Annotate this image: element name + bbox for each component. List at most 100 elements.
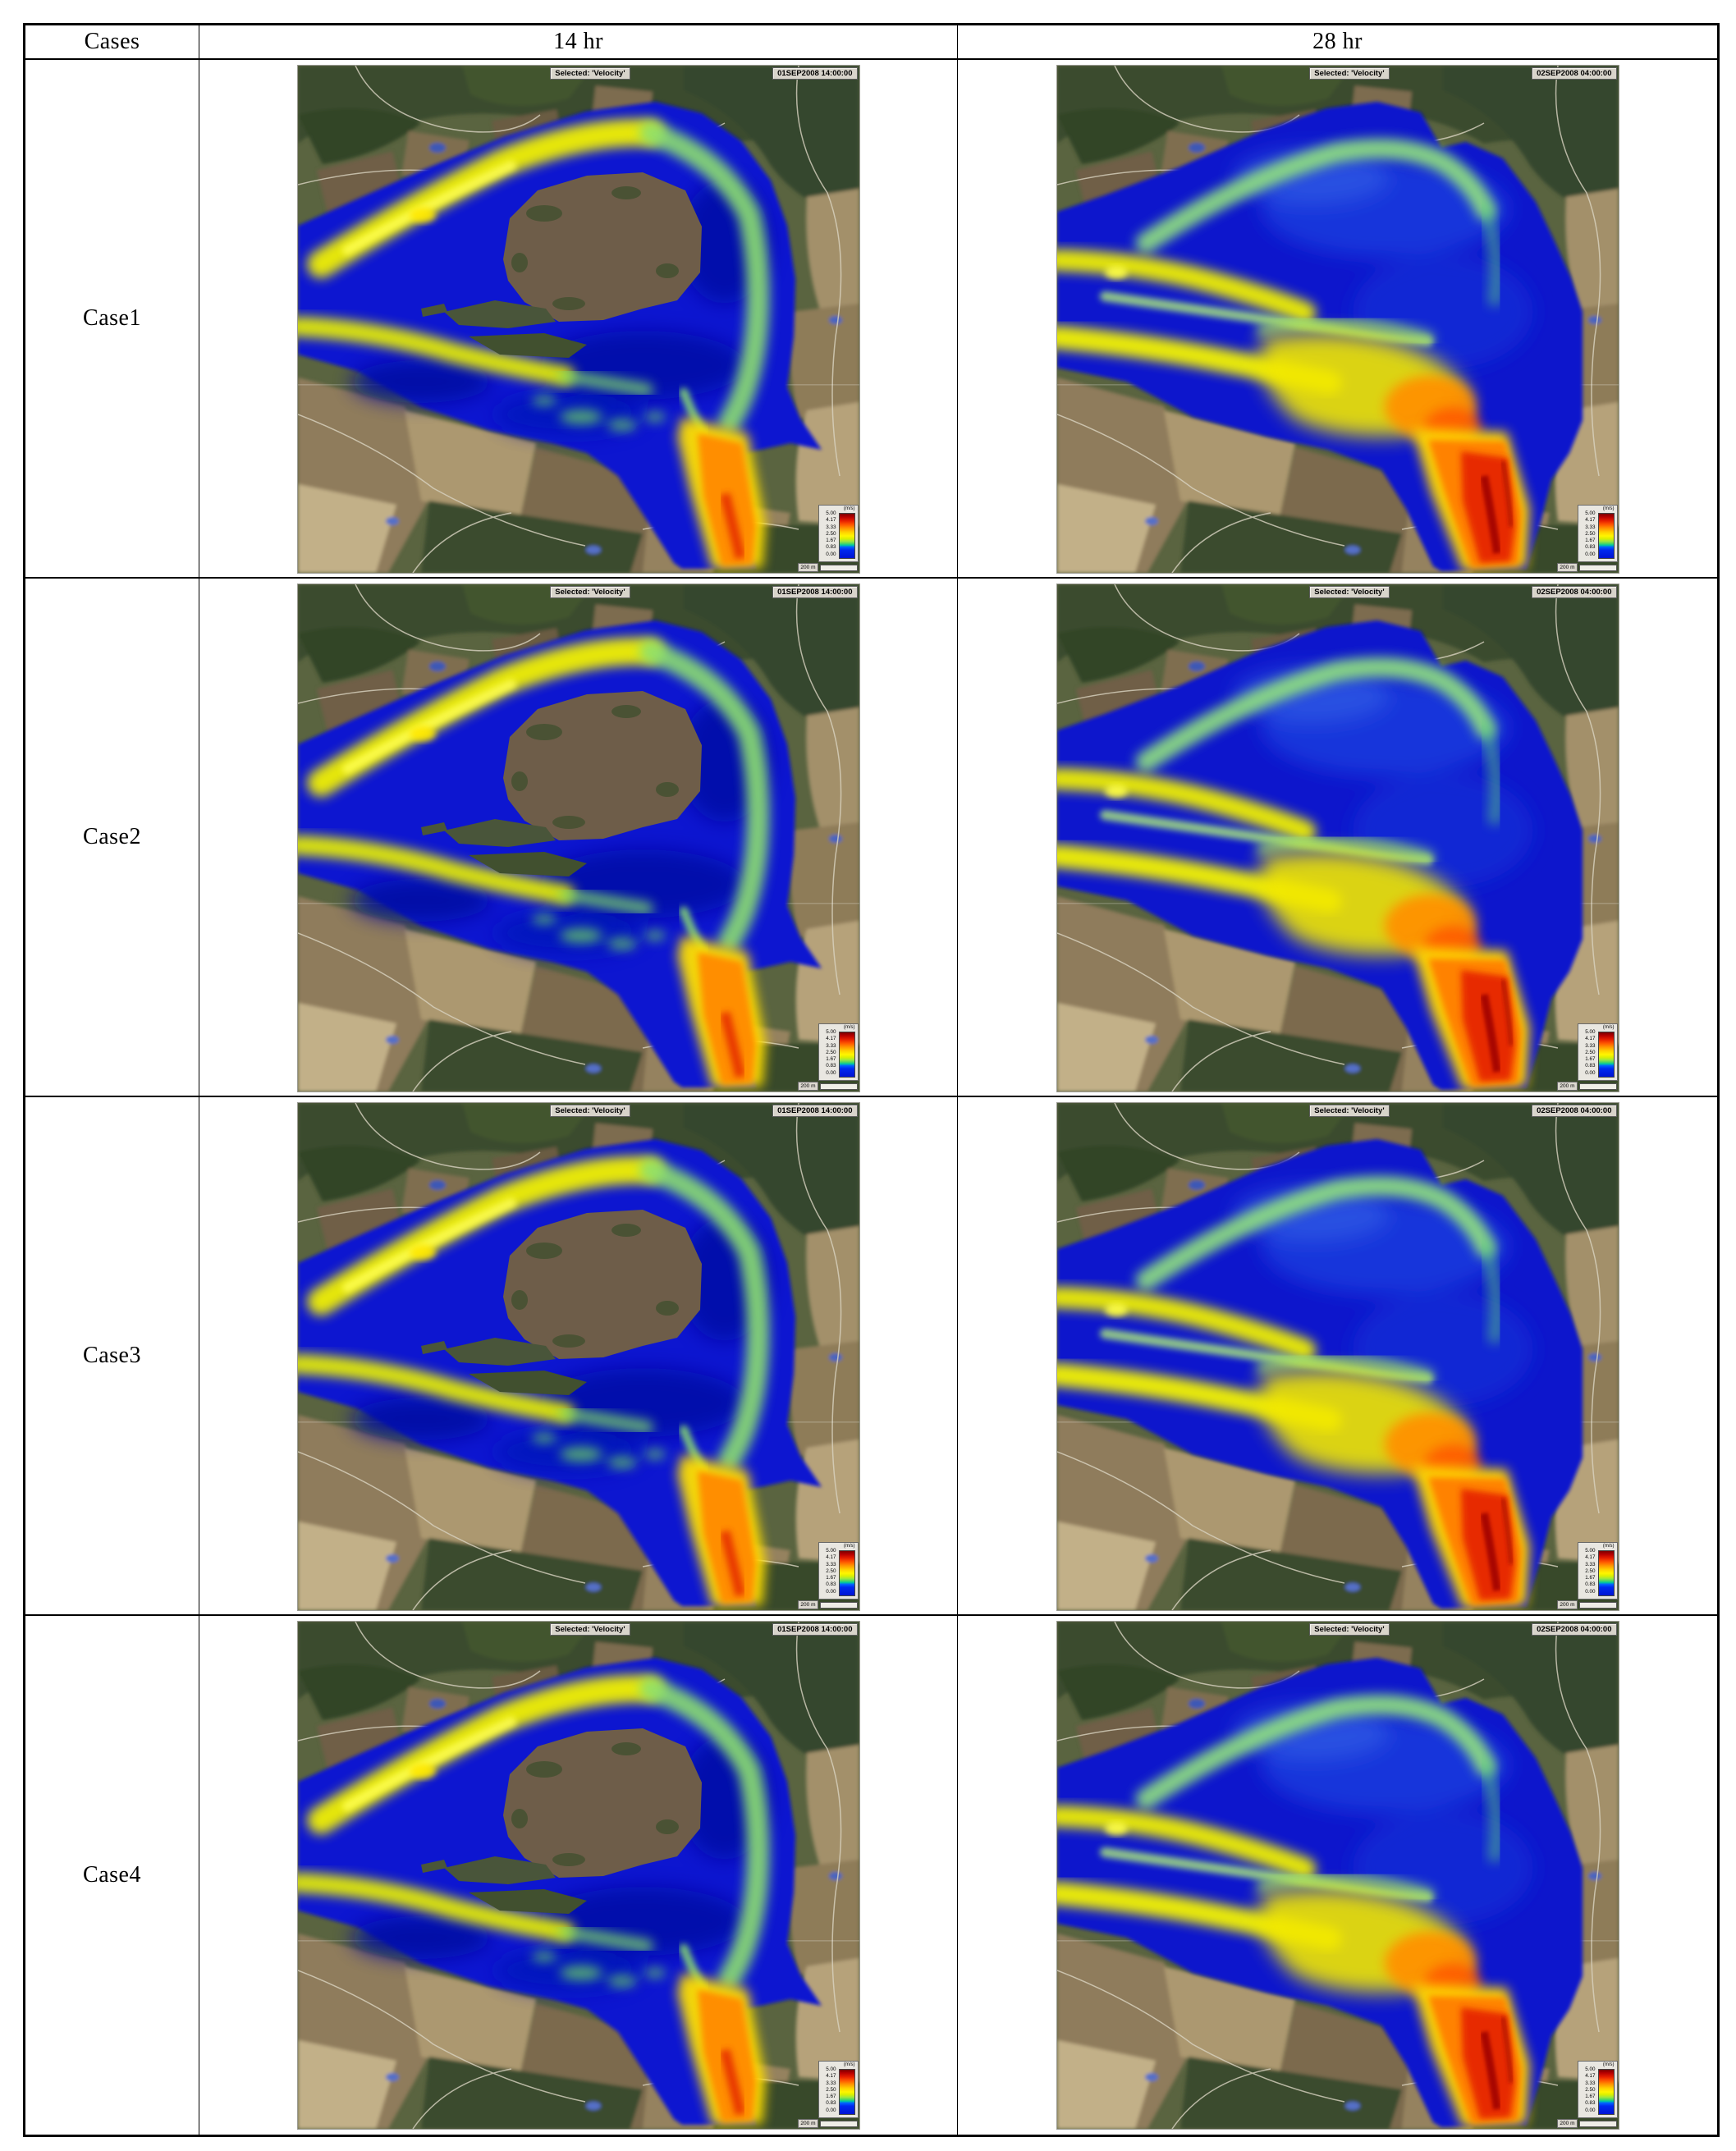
legend-tick: 3.33 — [826, 1561, 836, 1567]
velocity-map: Selected: 'Velocity' 01SEP2008 14:00:00 … — [296, 584, 860, 1092]
selected-variable-label: Selected: 'Velocity' — [1309, 586, 1390, 598]
selected-variable-label: Selected: 'Velocity' — [1309, 1623, 1390, 1636]
legend-tick: 0.83 — [1585, 544, 1596, 551]
legend-tick: 5.00 — [1585, 1548, 1596, 1554]
legend-units-label: (m/s) — [1602, 506, 1615, 511]
legend-tick: 2.50 — [826, 1049, 836, 1055]
legend-units-label: (m/s) — [843, 1025, 855, 1030]
velocity-legend: (m/s) 5.00 4.17 3.33 2.50 1.67 0.83 0.00 — [818, 1023, 859, 1081]
legend-tick: 0.83 — [826, 1063, 836, 1069]
velocity-map: Selected: 'Velocity' 01SEP2008 14:00:00 … — [296, 1102, 860, 1611]
scale-label: 200 m — [1557, 2119, 1578, 2128]
legend-tick: 0.83 — [1585, 1581, 1596, 1588]
scale-label: 200 m — [1557, 1600, 1578, 1609]
legend-tick: 5.00 — [1585, 2066, 1596, 2072]
scale-label: 200 m — [798, 1082, 818, 1091]
legend-tick-labels: 5.00 4.17 3.33 2.50 1.67 0.83 0.00 — [1580, 510, 1596, 557]
scale-label: 200 m — [1557, 563, 1578, 572]
legend-tick: 1.67 — [826, 538, 836, 544]
velocity-map-art — [1057, 1622, 1619, 2129]
legend-tick: 1.67 — [826, 2094, 836, 2100]
velocity-legend: (m/s) 5.00 4.17 3.33 2.50 1.67 0.83 0.00 — [1577, 505, 1618, 562]
legend-tick: 5.00 — [826, 2066, 836, 2072]
legend-tick: 5.00 — [826, 1029, 836, 1035]
velocity-legend: (m/s) 5.00 4.17 3.33 2.50 1.67 0.83 0.00 — [1577, 2061, 1618, 2118]
table-cell: Selected: 'Velocity' 02SEP2008 04:00:00 … — [958, 579, 1717, 1097]
selected-variable-label: Selected: 'Velocity' — [550, 67, 630, 80]
map-cell-case3-28hr: Selected: 'Velocity' 02SEP2008 04:00:00 … — [1056, 1102, 1619, 1611]
legend-tick: 3.33 — [826, 1042, 836, 1049]
legend-tick: 4.17 — [826, 2073, 836, 2080]
legend-colorbar — [838, 513, 855, 559]
map-cell-case1-14hr: Selected: 'Velocity' 01SEP2008 14:00:00 … — [296, 65, 860, 574]
velocity-legend: (m/s) 5.00 4.17 3.33 2.50 1.67 0.83 0.00 — [818, 1542, 859, 1600]
legend-tick: 1.67 — [1585, 538, 1596, 544]
map-scale-bar: 200 m — [1557, 1082, 1617, 1091]
timestamp-label: 02SEP2008 04:00:00 — [1532, 1105, 1617, 1117]
header-14hr: 14 hr — [199, 25, 958, 60]
map-scale-bar: 200 m — [1557, 1600, 1617, 1609]
legend-tick-labels: 5.00 4.17 3.33 2.50 1.67 0.83 0.00 — [821, 510, 836, 557]
header-cases: Cases — [25, 25, 199, 60]
case-label-2: Case2 — [25, 579, 199, 1097]
table-cell: Selected: 'Velocity' 01SEP2008 14:00:00 … — [199, 60, 958, 579]
legend-tick: 2.50 — [1585, 1567, 1596, 1574]
legend-tick: 1.67 — [1585, 1575, 1596, 1581]
map-scale-bar: 200 m — [798, 2119, 858, 2128]
velocity-legend: (m/s) 5.00 4.17 3.33 2.50 1.67 0.83 0.00 — [818, 505, 859, 562]
scale-bar-line — [819, 2120, 858, 2127]
legend-units-label: (m/s) — [1602, 1025, 1615, 1030]
timestamp-label: 01SEP2008 14:00:00 — [772, 1105, 858, 1117]
table-cell: Selected: 'Velocity' 02SEP2008 04:00:00 … — [958, 60, 1717, 579]
legend-tick: 3.33 — [826, 524, 836, 530]
map-scale-bar: 200 m — [798, 1082, 858, 1091]
case-label-4: Case4 — [25, 1616, 199, 2135]
legend-tick: 0.83 — [1585, 1063, 1596, 1069]
scale-bar-line — [1578, 1601, 1617, 1609]
legend-tick: 4.17 — [1585, 1554, 1596, 1561]
map-scale-bar: 200 m — [798, 1600, 858, 1609]
legend-tick: 5.00 — [1585, 1029, 1596, 1035]
selected-variable-label: Selected: 'Velocity' — [1309, 67, 1390, 80]
map-cell-case2-28hr: Selected: 'Velocity' 02SEP2008 04:00:00 … — [1056, 584, 1619, 1092]
velocity-legend: (m/s) 5.00 4.17 3.33 2.50 1.67 0.83 0.00 — [818, 2061, 859, 2118]
legend-tick-labels: 5.00 4.17 3.33 2.50 1.67 0.83 0.00 — [821, 1548, 836, 1595]
legend-tick: 3.33 — [1585, 2080, 1596, 2086]
timestamp-label: 02SEP2008 04:00:00 — [1532, 586, 1617, 598]
timestamp-label: 01SEP2008 14:00:00 — [772, 67, 858, 80]
legend-tick: 2.50 — [1585, 2086, 1596, 2093]
legend-tick: 1.67 — [1585, 1056, 1596, 1063]
map-scale-bar: 200 m — [798, 563, 858, 572]
legend-tick: 4.17 — [826, 517, 836, 524]
timestamp-label: 01SEP2008 14:00:00 — [772, 1623, 858, 1636]
velocity-map: Selected: 'Velocity' 01SEP2008 14:00:00 … — [296, 1621, 860, 2130]
legend-colorbar — [1597, 1032, 1615, 1078]
map-cell-case4-28hr: Selected: 'Velocity' 02SEP2008 04:00:00 … — [1056, 1621, 1619, 2130]
timestamp-label: 02SEP2008 04:00:00 — [1532, 1623, 1617, 1636]
legend-tick: 5.00 — [826, 510, 836, 516]
velocity-map: Selected: 'Velocity' 02SEP2008 04:00:00 … — [1056, 1102, 1619, 1611]
legend-tick-labels: 5.00 4.17 3.33 2.50 1.67 0.83 0.00 — [821, 1029, 836, 1076]
velocity-legend: (m/s) 5.00 4.17 3.33 2.50 1.67 0.83 0.00 — [1577, 1542, 1618, 1600]
legend-tick: 2.50 — [826, 530, 836, 537]
velocity-map-art — [1057, 584, 1619, 1092]
cases-comparison-table: Cases 14 hr 28 hr Case1 Selected: 'Veloc… — [23, 23, 1720, 2137]
legend-units-label: (m/s) — [843, 1544, 855, 1549]
table-cell: Selected: 'Velocity' 01SEP2008 14:00:00 … — [199, 1616, 958, 2135]
map-scale-bar: 200 m — [1557, 563, 1617, 572]
legend-colorbar — [838, 2069, 855, 2115]
legend-tick: 1.67 — [826, 1056, 836, 1063]
velocity-map-art — [298, 1622, 859, 2129]
legend-colorbar — [1597, 1550, 1615, 1596]
legend-tick: 3.33 — [1585, 524, 1596, 530]
table-cell: Selected: 'Velocity' 02SEP2008 04:00:00 … — [958, 1097, 1717, 1616]
map-cell-case1-28hr: Selected: 'Velocity' 02SEP2008 04:00:00 … — [1056, 65, 1619, 574]
legend-tick: 0.00 — [826, 551, 836, 557]
velocity-map-art — [298, 66, 859, 573]
legend-tick: 0.83 — [826, 1581, 836, 1588]
case-label-1: Case1 — [25, 60, 199, 579]
legend-tick: 2.50 — [826, 1567, 836, 1574]
map-cell-case3-14hr: Selected: 'Velocity' 01SEP2008 14:00:00 … — [296, 1102, 860, 1611]
scale-bar-line — [1578, 2120, 1617, 2127]
map-scale-bar: 200 m — [1557, 2119, 1617, 2128]
